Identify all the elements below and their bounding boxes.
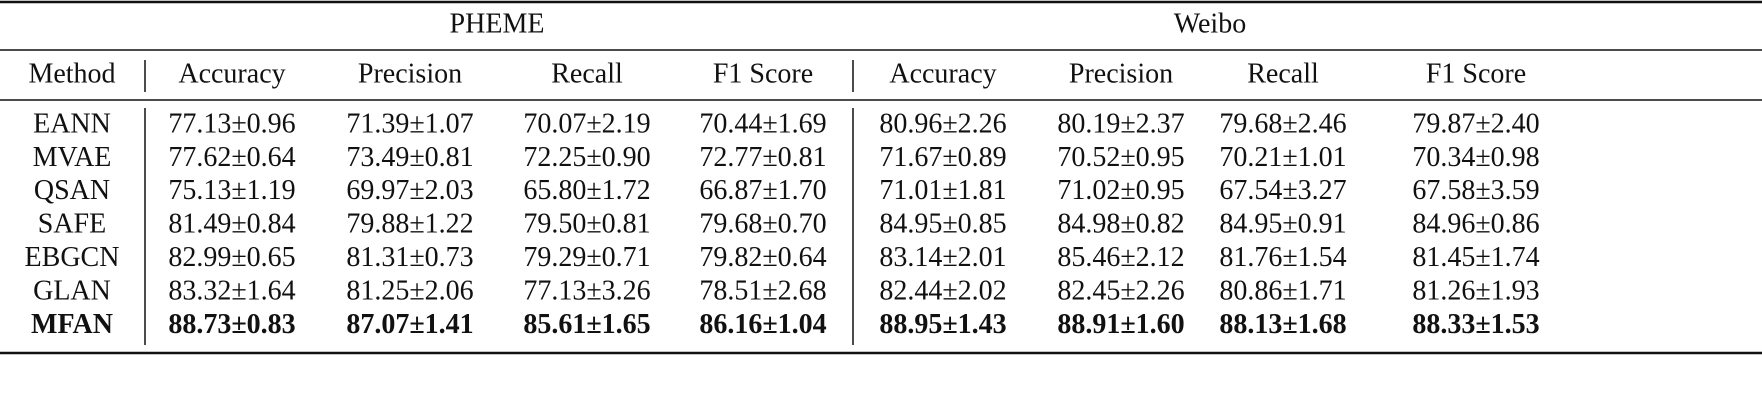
metric-cell: 78.51±2.68 — [699, 275, 826, 306]
metric-cell: 82.99±0.65 — [168, 242, 295, 273]
group-header: PHEME — [450, 8, 545, 39]
column-header: F1 Score — [1426, 58, 1526, 89]
method-name: MFAN — [31, 309, 113, 340]
metric-cell: 83.32±1.64 — [168, 275, 295, 306]
metric-cell: 79.87±2.40 — [1412, 108, 1539, 139]
column-header: Precision — [358, 58, 462, 89]
metric-cell: 84.96±0.86 — [1412, 209, 1539, 240]
metric-cell: 79.68±2.46 — [1219, 108, 1346, 139]
column-header: Recall — [551, 58, 623, 89]
metric-cell: 84.98±0.82 — [1057, 209, 1184, 240]
metric-cell: 88.33±1.53 — [1412, 309, 1539, 340]
metric-cell: 70.07±2.19 — [523, 108, 650, 139]
metric-cell: 81.26±1.93 — [1412, 275, 1539, 306]
metric-cell: 80.96±2.26 — [879, 108, 1006, 139]
metric-cell: 88.95±1.43 — [879, 309, 1006, 340]
metric-cell: 70.44±1.69 — [699, 108, 826, 139]
metric-cell: 71.67±0.89 — [879, 142, 1006, 173]
column-header: Precision — [1069, 58, 1173, 89]
metric-cell: 70.52±0.95 — [1057, 142, 1184, 173]
metric-cell: 79.68±0.70 — [699, 209, 826, 240]
metric-cell: 87.07±1.41 — [346, 309, 473, 340]
metric-cell: 77.62±0.64 — [168, 142, 295, 173]
method-name: MVAE — [33, 142, 112, 173]
metric-cell: 79.50±0.81 — [523, 209, 650, 240]
metric-cell: 71.02±0.95 — [1057, 175, 1184, 206]
metric-cell: 88.13±1.68 — [1219, 309, 1346, 340]
metric-cell: 65.80±1.72 — [523, 175, 650, 206]
metric-cell: 88.91±1.60 — [1057, 309, 1184, 340]
metric-cell: 67.54±3.27 — [1219, 175, 1346, 206]
method-name: EBGCN — [25, 242, 120, 273]
metric-cell: 72.77±0.81 — [699, 142, 826, 173]
column-header: Method — [28, 58, 115, 89]
metric-cell: 81.25±2.06 — [346, 275, 473, 306]
metric-cell: 73.49±0.81 — [346, 142, 473, 173]
metric-cell: 81.45±1.74 — [1412, 242, 1539, 273]
metric-cell: 88.73±0.83 — [168, 309, 295, 340]
metric-cell: 84.95±0.85 — [879, 209, 1006, 240]
metric-cell: 79.82±0.64 — [699, 242, 826, 273]
metric-cell: 75.13±1.19 — [168, 175, 295, 206]
metric-cell: 85.61±1.65 — [523, 309, 650, 340]
metric-cell: 80.86±1.71 — [1219, 275, 1346, 306]
method-name: GLAN — [33, 275, 111, 306]
metric-cell: 79.88±1.22 — [346, 209, 473, 240]
column-header: Accuracy — [178, 58, 285, 89]
metric-cell: 85.46±2.12 — [1057, 242, 1184, 273]
metric-cell: 70.34±0.98 — [1412, 142, 1539, 173]
metric-cell: 80.19±2.37 — [1057, 108, 1184, 139]
group-header: Weibo — [1174, 8, 1246, 39]
metric-cell: 81.31±0.73 — [346, 242, 473, 273]
metric-cell: 79.29±0.71 — [523, 242, 650, 273]
metric-cell: 69.97±2.03 — [346, 175, 473, 206]
method-name: QSAN — [34, 175, 110, 206]
method-name: EANN — [33, 108, 111, 139]
metric-cell: 81.76±1.54 — [1219, 242, 1346, 273]
metric-cell: 71.39±1.07 — [346, 108, 473, 139]
metric-cell: 81.49±0.84 — [168, 209, 295, 240]
column-header: Accuracy — [889, 58, 996, 89]
metric-cell: 67.58±3.59 — [1412, 175, 1539, 206]
metric-cell: 77.13±3.26 — [523, 275, 650, 306]
metric-cell: 72.25±0.90 — [523, 142, 650, 173]
metric-cell: 84.95±0.91 — [1219, 209, 1346, 240]
metric-cell: 86.16±1.04 — [699, 309, 826, 340]
metric-cell: 70.21±1.01 — [1219, 142, 1346, 173]
column-header: Recall — [1247, 58, 1319, 89]
metric-cell: 83.14±2.01 — [879, 242, 1006, 273]
column-header: F1 Score — [713, 58, 813, 89]
metric-cell: 82.45±2.26 — [1057, 275, 1184, 306]
method-name: SAFE — [38, 209, 106, 240]
metric-cell: 66.87±1.70 — [699, 175, 826, 206]
metric-cell: 77.13±0.96 — [168, 108, 295, 139]
metric-cell: 71.01±1.81 — [879, 175, 1006, 206]
metric-cell: 82.44±2.02 — [879, 275, 1006, 306]
